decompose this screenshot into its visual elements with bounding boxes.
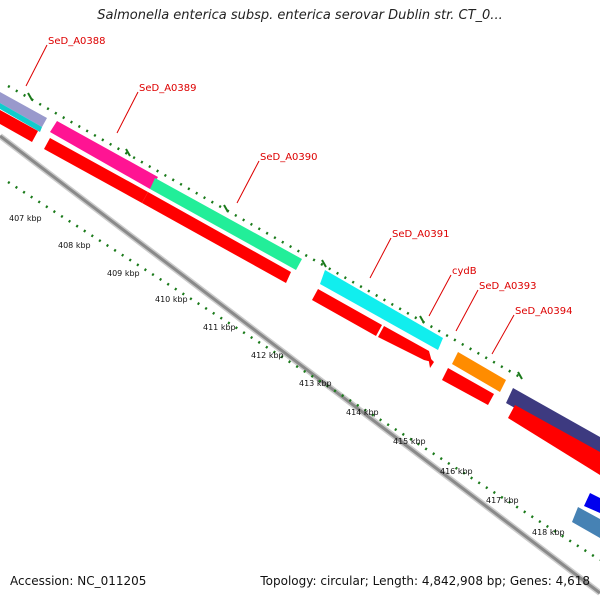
scale-label: 410 kbp [155,295,188,304]
gene-label: cydB [452,266,477,277]
scale-label: 409 kbp [107,269,140,278]
gene-feature-sed-a0394[interactable] [506,388,600,456]
accession-text: Accession: NC_011205 [10,574,147,588]
gene-labels: SeD_A0388 SeD_A0389 SeD_A0390 SeD_A0391 … [25,36,573,355]
gene-feature-sed-a0388[interactable] [0,92,47,132]
genome-summary-text: Topology: circular; Length: 4,842,908 bp… [260,574,590,588]
gene-feature-sed-a0393[interactable] [452,352,506,392]
scale-label: 412 kbp [251,351,284,360]
scale-label: 414 kbp [346,408,379,417]
gene-feature-blue-end[interactable] [572,493,600,538]
gene-feature-sed-a0391[interactable] [320,270,443,350]
scale-label: 416 kbp [440,467,473,476]
tick-track-lower [7,180,600,562]
scale-labels: 407 kbp 408 kbp 409 kbp 410 kbp 411 kbp … [9,214,565,537]
gene-label: SeD_A0391 [392,229,450,240]
gene-label: SeD_A0390 [260,152,318,163]
scale-label: 417 kbp [486,496,519,505]
scale-label: 415 kbp [393,437,426,446]
gene-feature-sed-a0389[interactable] [50,121,158,189]
scale-label: 408 kbp [58,241,91,250]
genome-backbone [0,133,600,596]
cds-arrows [0,110,600,475]
gene-label: SeD_A0393 [479,281,537,292]
scale-label: 407 kbp [9,214,42,223]
major-ticks [27,92,523,380]
gene-label: SeD_A0388 [48,36,106,47]
gene-feature-sed-a0390[interactable] [150,178,302,270]
gene-label: SeD_A0389 [139,83,197,94]
map-title: Salmonella enterica subsp. enterica sero… [97,8,503,23]
gene-label: SeD_A0394 [515,306,573,317]
scale-label: 411 kbp [203,323,236,332]
scale-label: 418 kbp [532,528,565,537]
scale-label: 413 kbp [299,379,332,388]
